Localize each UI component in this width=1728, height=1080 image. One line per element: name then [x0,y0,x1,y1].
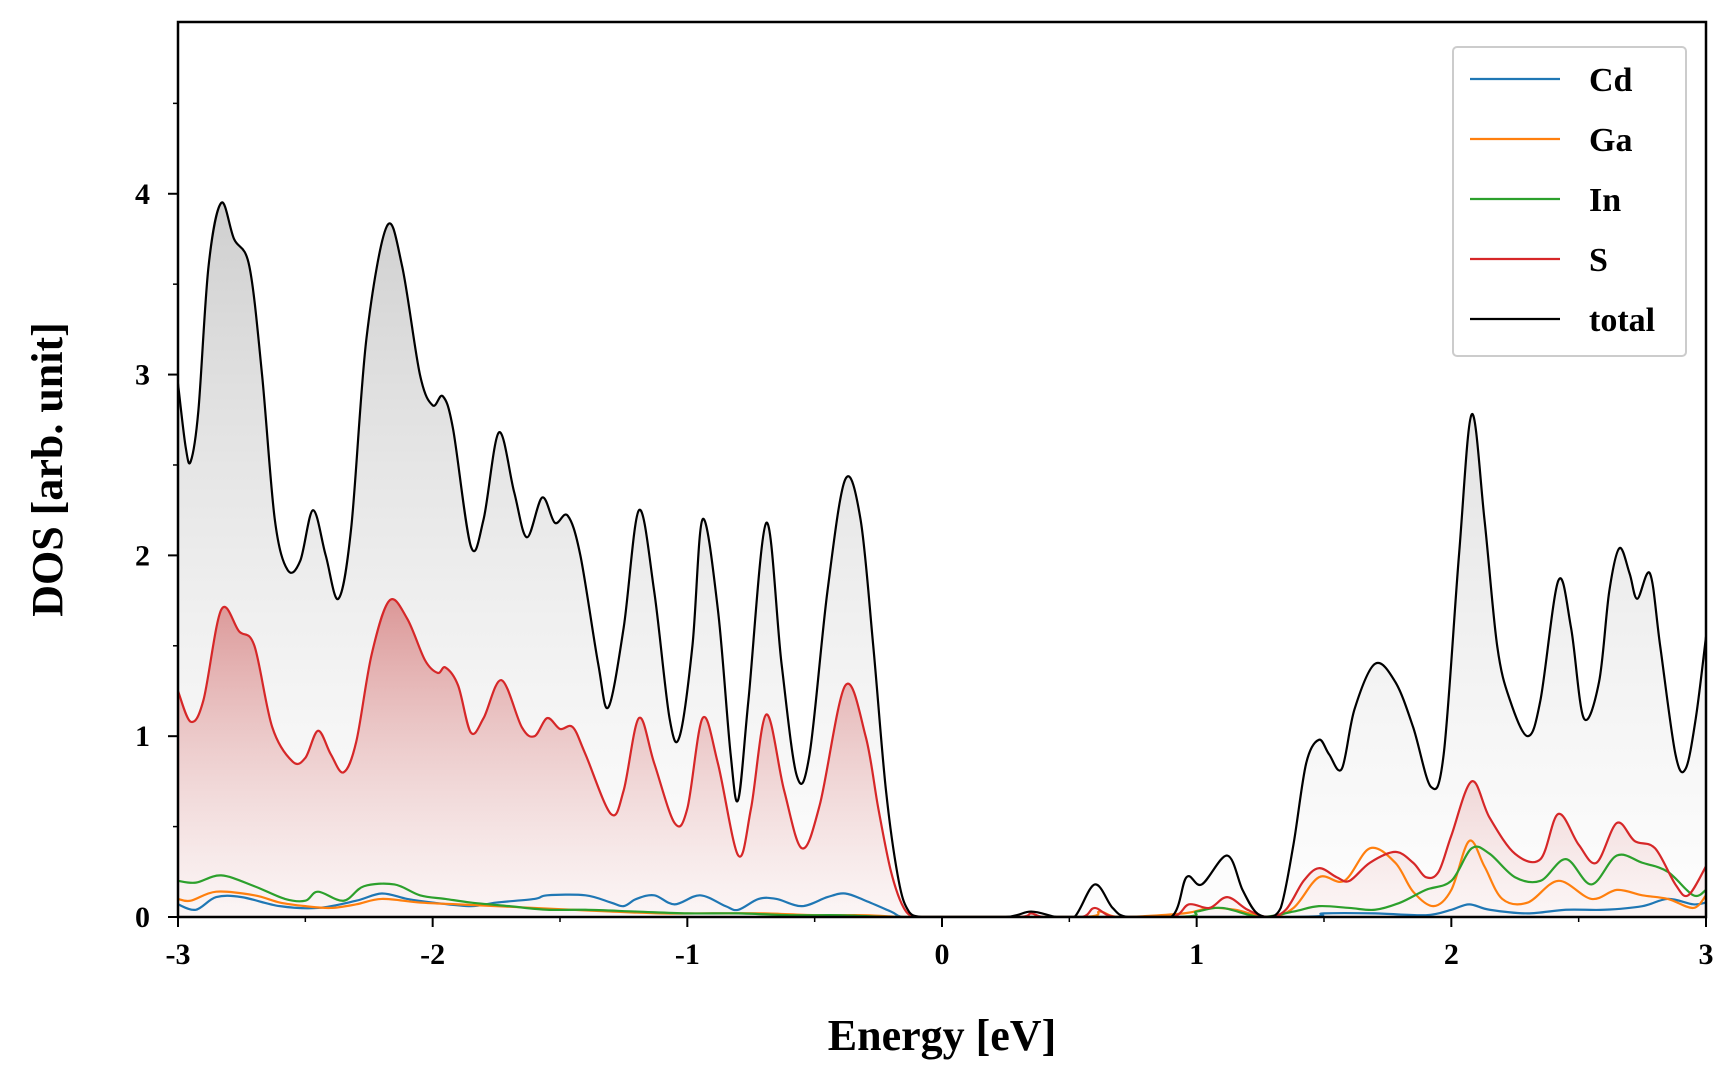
x-tick-label: -1 [675,938,700,971]
x-tick-label: 0 [935,938,950,971]
y-tick-label: 2 [135,539,150,572]
x-tick-label: 2 [1444,938,1459,971]
series-lines [178,201,1706,917]
y-tick-label: 3 [135,359,150,392]
legend-label: Ga [1589,122,1632,159]
legend-item-Cd: Cd [1470,62,1633,99]
x-tick-label: 3 [1699,938,1714,971]
legend-box [1452,46,1687,357]
legend-item-total: total [1470,302,1655,339]
series-line-In [178,845,1706,917]
legend-item-Ga: Ga [1470,122,1632,159]
y-tick-label: 1 [135,720,150,753]
y-tick-label: 0 [135,901,150,934]
legend-label: In [1589,182,1621,219]
x-tick-label: -2 [420,938,445,971]
legend-item-S: S [1470,242,1608,279]
y-axis-label: DOS [arb. unit] [23,322,72,617]
series-line-total [178,201,1706,917]
series-line-Cd [178,892,1706,917]
series-line-S [178,598,1706,917]
legend-label: total [1589,302,1655,339]
x-tick-label: -3 [166,938,191,971]
fill-areas [178,202,1706,917]
S-fill-area [178,599,1706,917]
legend-item-In: In [1470,182,1621,219]
axis-ticks: -3 -2 -1 0 1 2 3 0 1 2 3 4 [135,102,1714,971]
y-tick-label: 4 [135,178,150,211]
x-tick-label: 1 [1189,938,1204,971]
legend-label: Cd [1589,62,1633,99]
x-axis-label: Energy [eV] [828,1011,1057,1060]
legend-label: S [1589,242,1608,279]
